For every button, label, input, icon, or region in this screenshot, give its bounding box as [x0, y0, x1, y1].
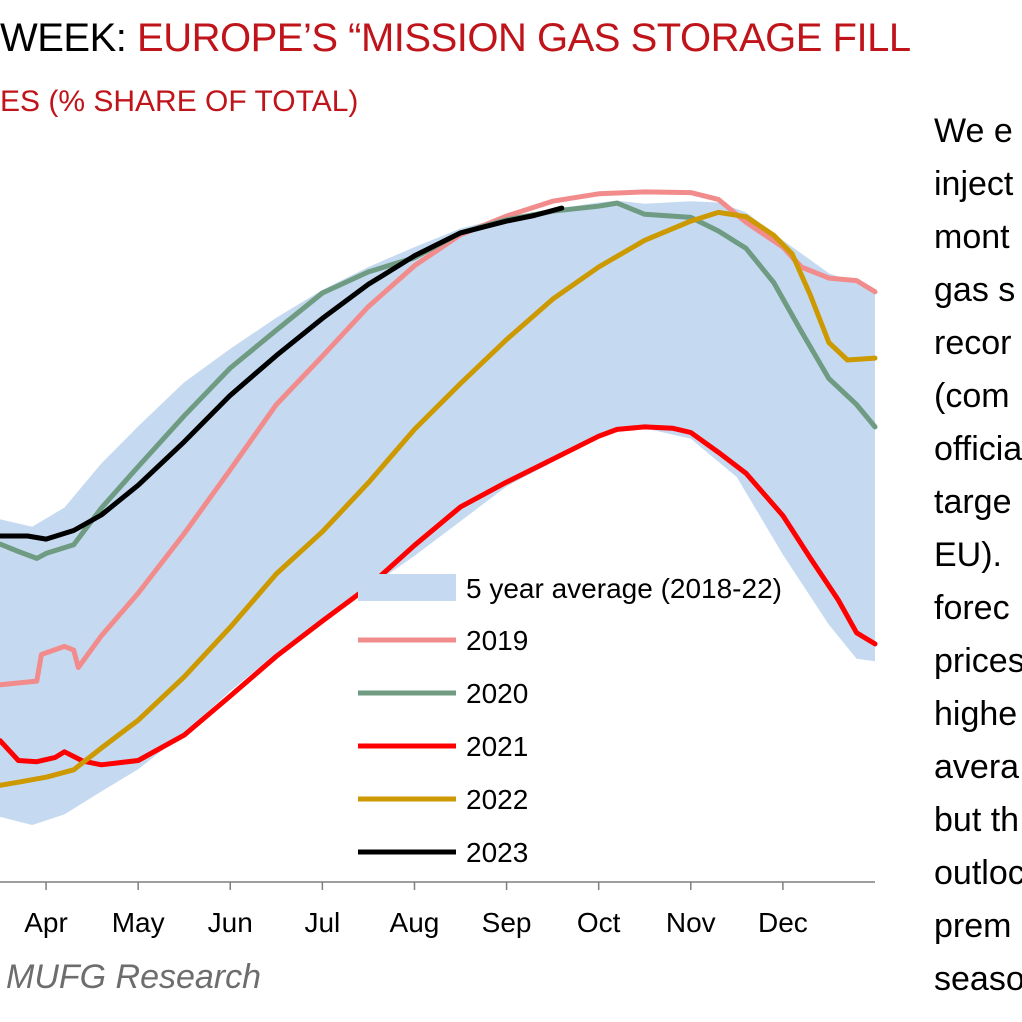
side-text-line: avera: [934, 748, 1020, 786]
legend-label-2023: 2023: [466, 837, 528, 868]
side-text-line: mont: [934, 218, 1010, 256]
band-layer: [0, 200, 875, 826]
series-line-2023: [0, 205, 565, 542]
series-line-2022: [0, 209, 878, 788]
side-commentary: We e inject mont gas s recor (com officia targe…: [934, 105, 1022, 1006]
title-lead: WEEK:: [0, 16, 138, 60]
series-line-2019: [0, 189, 878, 688]
side-text-line: recor: [934, 324, 1012, 362]
series-line-2021: [0, 424, 878, 768]
side-text-line: forec: [934, 589, 1010, 627]
x-tick-label: Dec: [758, 907, 808, 938]
series-layer: [0, 189, 878, 788]
side-text-line: gas s: [934, 271, 1016, 309]
side-text-line: prem: [934, 907, 1012, 945]
side-text-line: highe: [934, 695, 1018, 733]
x-tick-label: May: [112, 907, 165, 938]
side-text-line: (com: [934, 377, 1010, 415]
x-tick-label: Jul: [304, 907, 340, 938]
side-text-line: EU).: [934, 536, 1002, 574]
x-tick-label: Oct: [577, 907, 621, 938]
side-text-line: prices: [934, 642, 1022, 680]
chart-subtitle: ES (% SHARE OF TOTAL): [0, 85, 359, 118]
x-tick-label: Sep: [482, 907, 532, 938]
legend-label-2019: 2019: [466, 625, 528, 656]
x-tick-label: Jun: [208, 907, 253, 938]
x-tick-label: Nov: [666, 907, 716, 938]
side-text-line: inject: [934, 165, 1014, 203]
side-text-line: outloc: [934, 854, 1022, 892]
chart-title: WEEK: EUROPE’S “MISSION GAS STORAGE FILL: [0, 14, 911, 62]
side-text-line: officia: [934, 430, 1022, 468]
five-year-band: [0, 200, 875, 826]
legend: 5 year average (2018-22) 2019 2020 2021 2022…: [358, 573, 782, 868]
legend-label-2021: 2021: [466, 731, 528, 762]
legend-label-band: 5 year average (2018-22): [466, 573, 782, 604]
legend-label-2020: 2020: [466, 678, 528, 709]
side-text-line: targe: [934, 483, 1012, 521]
side-text-line: We e: [934, 112, 1013, 150]
x-axis: Apr May Jun Jul Aug Sep Oct Nov Dec: [0, 881, 875, 938]
x-tick-label: Aug: [390, 907, 440, 938]
side-text-line: seaso: [934, 960, 1022, 998]
side-text-line: but th: [934, 801, 1020, 839]
title-highlight: EUROPE’S “MISSION GAS STORAGE FILL: [137, 16, 911, 60]
x-tick-label: Apr: [24, 907, 68, 938]
legend-label-2022: 2022: [466, 784, 528, 815]
legend-swatch-band: [358, 574, 456, 601]
source-note: MUFG Research: [6, 958, 262, 996]
